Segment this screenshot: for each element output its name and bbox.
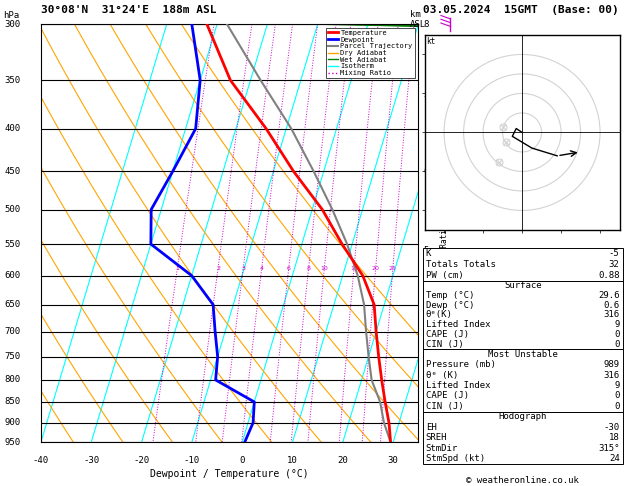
Text: Pressure (mb): Pressure (mb): [426, 360, 496, 369]
Text: 25: 25: [389, 266, 397, 271]
Text: 0: 0: [614, 391, 620, 400]
Text: 2: 2: [423, 376, 428, 384]
Text: 500: 500: [4, 205, 20, 214]
Text: θᵉ(K): θᵉ(K): [426, 311, 453, 319]
Text: 8: 8: [306, 266, 311, 271]
Text: 4: 4: [260, 266, 264, 271]
Text: 750: 750: [4, 352, 20, 361]
Text: 989: 989: [603, 360, 620, 369]
Text: CIN (J): CIN (J): [426, 340, 464, 348]
Text: 400: 400: [4, 124, 20, 133]
Text: 18: 18: [609, 434, 620, 442]
Text: 900: 900: [4, 418, 20, 427]
Text: -10: -10: [184, 456, 200, 465]
Text: 0.88: 0.88: [598, 271, 620, 280]
Text: Most Unstable: Most Unstable: [487, 350, 558, 359]
Text: 30: 30: [387, 456, 399, 465]
Text: 32: 32: [609, 260, 620, 269]
Text: Temp (°C): Temp (°C): [426, 291, 474, 300]
Text: 300: 300: [4, 20, 20, 29]
Text: 20: 20: [372, 266, 380, 271]
Text: ASL: ASL: [410, 20, 426, 30]
Text: -30: -30: [83, 456, 99, 465]
Text: Dewpoint / Temperature (°C): Dewpoint / Temperature (°C): [150, 469, 309, 479]
Text: 650: 650: [4, 300, 20, 309]
Text: 450: 450: [4, 167, 20, 176]
Text: 0: 0: [614, 330, 620, 339]
Text: 5: 5: [423, 246, 428, 255]
Text: 550: 550: [4, 240, 20, 248]
Text: CIN (J): CIN (J): [426, 402, 464, 411]
Text: 950: 950: [4, 438, 20, 447]
Text: 9: 9: [614, 320, 620, 329]
Text: 2: 2: [216, 266, 220, 271]
Text: Hodograph: Hodograph: [499, 412, 547, 421]
Text: -30: -30: [603, 423, 620, 432]
Text: 316: 316: [603, 371, 620, 380]
Text: 8: 8: [423, 20, 428, 29]
Text: 4: 4: [423, 300, 428, 309]
Text: CAPE (J): CAPE (J): [426, 391, 469, 400]
Text: 0: 0: [614, 340, 620, 348]
Text: 6: 6: [423, 167, 428, 176]
Text: 315°: 315°: [598, 444, 620, 453]
Text: -20: -20: [133, 456, 150, 465]
Text: Totals Totals: Totals Totals: [426, 260, 496, 269]
Text: 3: 3: [241, 266, 245, 271]
Text: θᵉ (K): θᵉ (K): [426, 371, 458, 380]
Text: Lifted Index: Lifted Index: [426, 381, 491, 390]
Text: hPa: hPa: [3, 11, 19, 20]
Text: Surface: Surface: [504, 281, 542, 290]
Text: © weatheronline.co.uk: © weatheronline.co.uk: [466, 476, 579, 486]
Text: -5: -5: [609, 249, 620, 258]
Legend: Temperature, Dewpoint, Parcel Trajectory, Dry Adiabat, Wet Adiabat, Isotherm, Mi: Temperature, Dewpoint, Parcel Trajectory…: [326, 28, 415, 78]
Text: 03.05.2024  15GMT  (Base: 00): 03.05.2024 15GMT (Base: 00): [423, 5, 618, 15]
Text: Mixing Ratio  (g/kg): Mixing Ratio (g/kg): [440, 187, 449, 279]
Text: 600: 600: [4, 271, 20, 280]
Text: 800: 800: [4, 376, 20, 384]
Text: StmSpd (kt): StmSpd (kt): [426, 454, 485, 463]
Text: 7: 7: [423, 96, 428, 105]
Text: -40: -40: [33, 456, 49, 465]
Text: 316: 316: [603, 311, 620, 319]
Text: 1: 1: [423, 418, 428, 427]
Text: 0.6: 0.6: [603, 301, 620, 310]
Text: kt: kt: [426, 37, 436, 46]
Text: 3: 3: [423, 332, 428, 341]
Text: StmDir: StmDir: [426, 444, 458, 453]
Text: 1: 1: [175, 266, 179, 271]
Text: 850: 850: [4, 398, 20, 406]
Text: 9: 9: [614, 381, 620, 390]
Text: 15: 15: [350, 266, 358, 271]
Text: 6: 6: [287, 266, 291, 271]
Text: 30°08'N  31°24'E  188m ASL: 30°08'N 31°24'E 188m ASL: [41, 5, 216, 15]
Text: 700: 700: [4, 327, 20, 336]
Text: 0: 0: [614, 402, 620, 411]
Text: 29.6: 29.6: [598, 291, 620, 300]
Text: K: K: [426, 249, 431, 258]
Text: SREH: SREH: [426, 434, 447, 442]
Text: 24: 24: [609, 454, 620, 463]
Text: Lifted Index: Lifted Index: [426, 320, 491, 329]
Text: km: km: [410, 10, 421, 19]
Text: 10: 10: [287, 456, 298, 465]
Text: 0: 0: [240, 456, 245, 465]
Text: EH: EH: [426, 423, 437, 432]
Text: 350: 350: [4, 76, 20, 85]
Text: PW (cm): PW (cm): [426, 271, 464, 280]
Text: Dewp (°C): Dewp (°C): [426, 301, 474, 310]
Text: 10: 10: [321, 266, 328, 271]
Text: 20: 20: [337, 456, 348, 465]
Text: CAPE (J): CAPE (J): [426, 330, 469, 339]
